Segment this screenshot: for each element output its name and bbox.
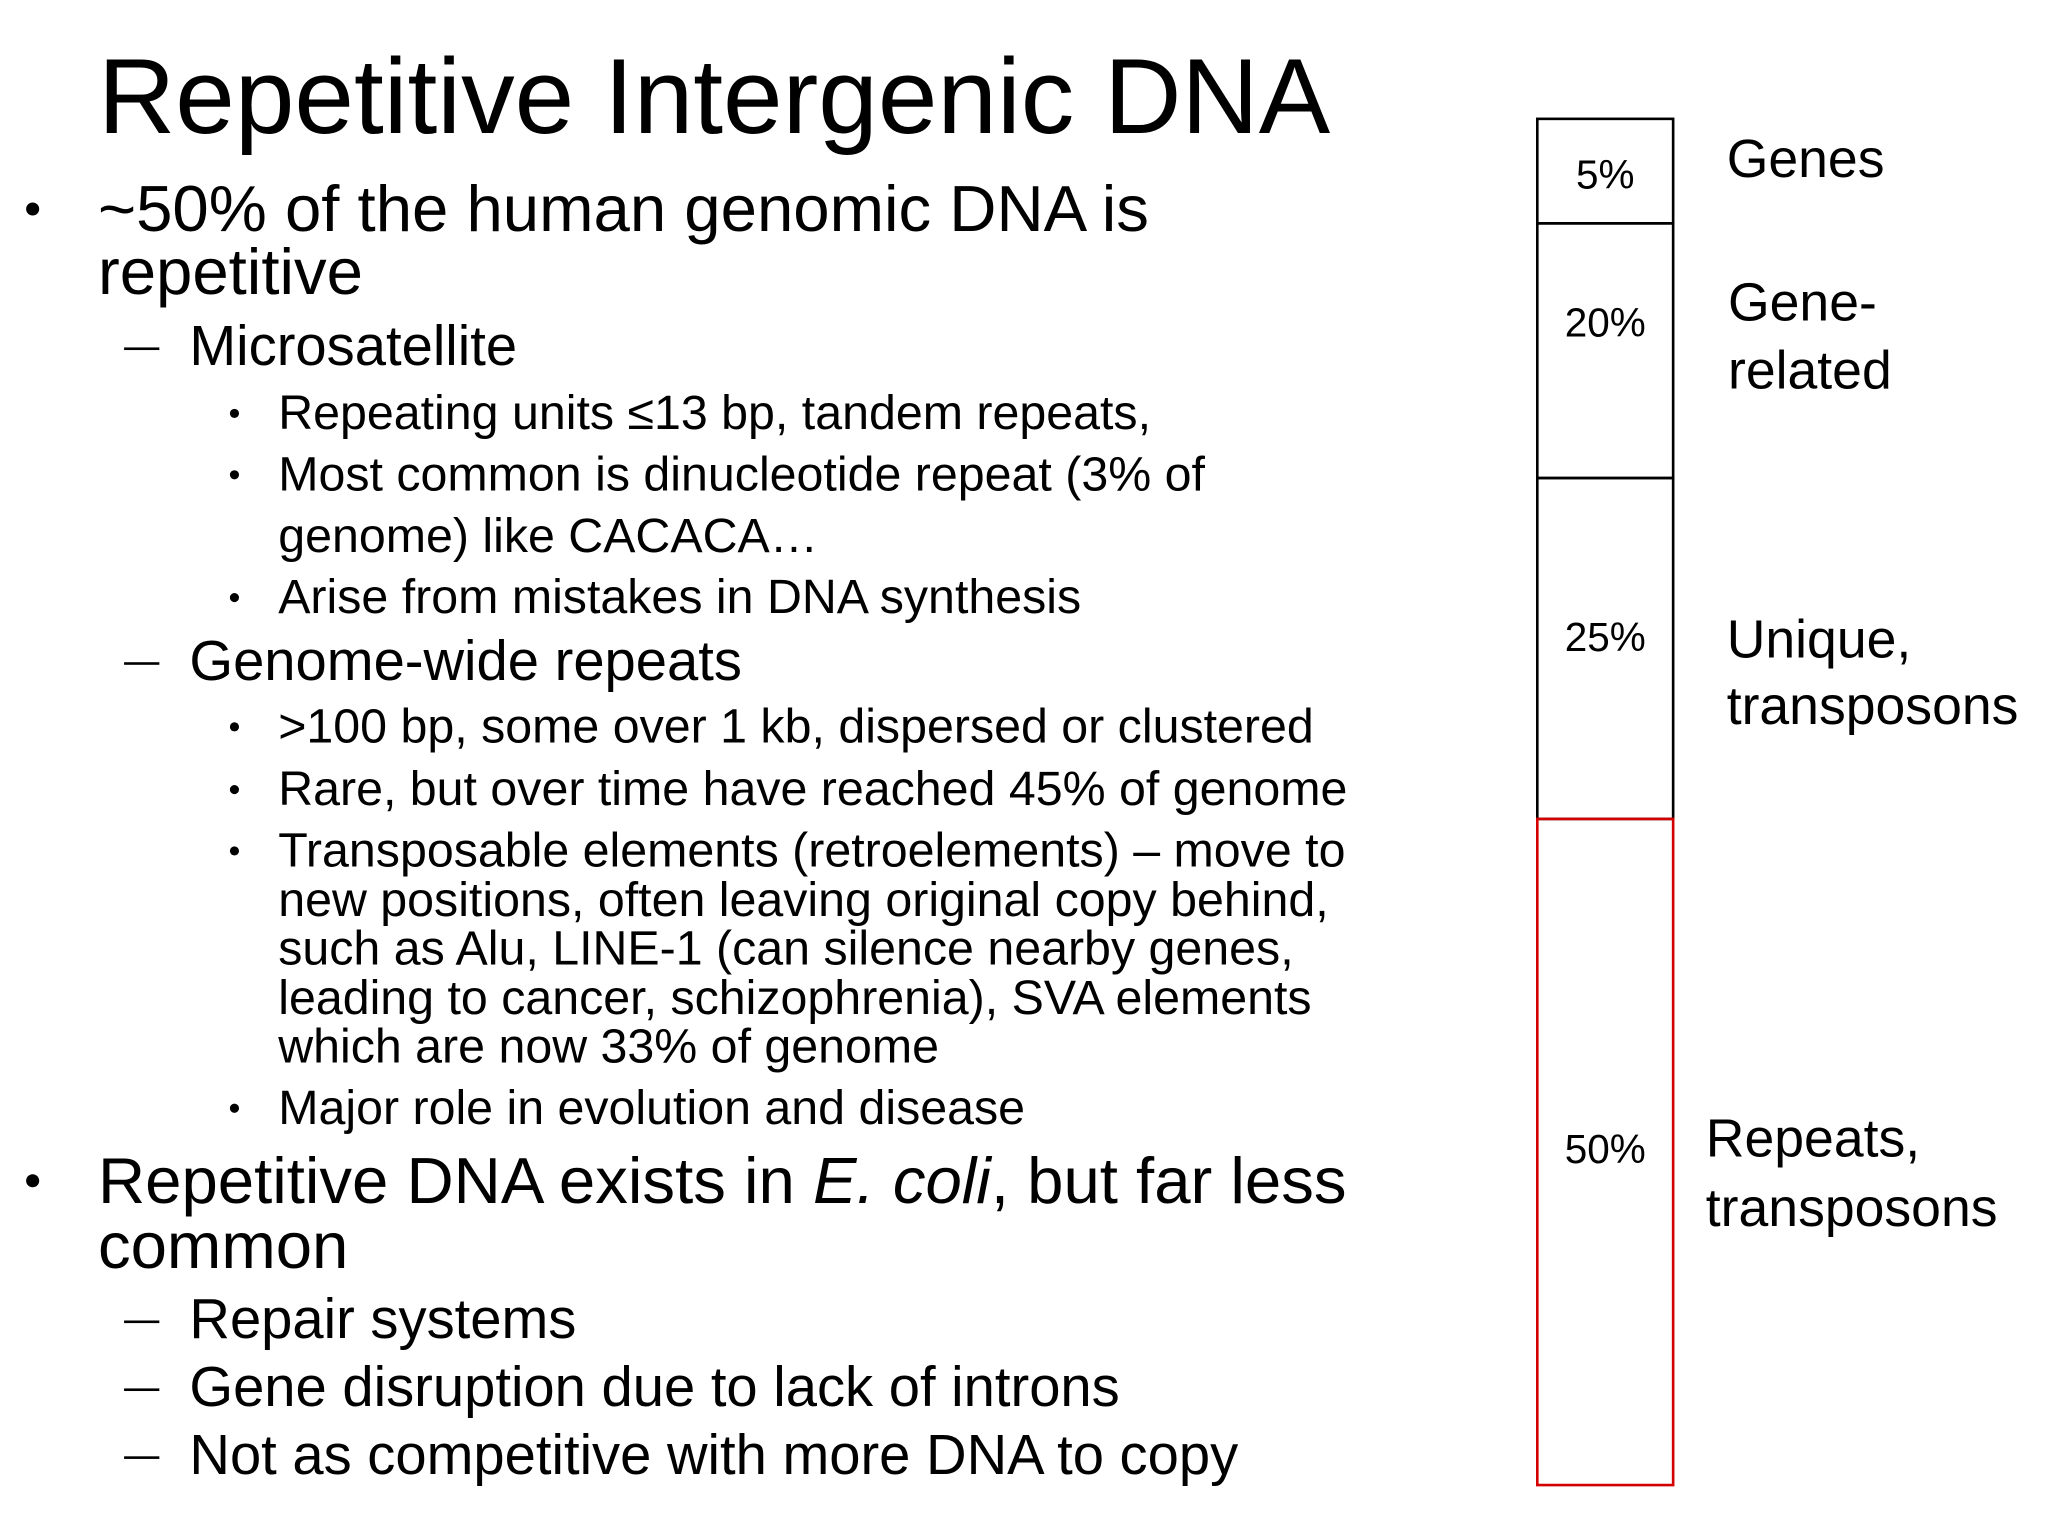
segment-name: transposons (1726, 675, 2019, 736)
dash-marker (124, 1320, 160, 1324)
bullet-marker (229, 592, 240, 603)
bullet-line: new positions, often leaving original co… (278, 873, 1329, 927)
bullet-marker (229, 784, 240, 795)
segment-box (1535, 222, 1675, 480)
bullet-marker (229, 470, 240, 480)
bullet-line: repetitive (97, 235, 363, 309)
bullet-line: Most common is dinucleotide repeat (3% o… (278, 447, 1205, 501)
segment-name: transposons (1705, 1177, 1998, 1238)
dash-marker (124, 662, 160, 665)
text-run: E. coli (812, 1144, 991, 1218)
bullet-line: Transposable elements (retroelements) – … (278, 823, 1346, 878)
bullet-marker (229, 722, 240, 732)
bullet-marker (26, 1174, 40, 1188)
bullet-line: Microsatellite (189, 315, 518, 379)
text-run: Repetitive DNA exists in (97, 1144, 813, 1218)
bullet-marker (229, 846, 240, 856)
bullet-line: Repeating units ≤13 bp, tandem repeats, (278, 385, 1152, 440)
percent-label: 25% (1564, 614, 1646, 661)
bullet-line: Repair systems (189, 1288, 577, 1352)
segment-name: related (1727, 340, 1892, 401)
dash-marker (124, 1456, 160, 1459)
bullet-line: Genome-wide repeats (189, 630, 742, 693)
segment-name: Gene- (1727, 272, 1877, 333)
bullet-line: which are now 33% of genome (278, 1019, 940, 1073)
bullet-line: Repetitive DNA exists in E. coli, but fa… (98, 1148, 1347, 1213)
segment-name: Genes (1726, 128, 1885, 189)
bullet-line: leading to cancer, schizophrenia), SVA e… (278, 971, 1312, 1025)
bullet-marker (229, 1103, 240, 1113)
slide-title: Repetitive Intergenic DNA (97, 37, 1331, 157)
bullet-marker (229, 408, 240, 418)
segment-name: Unique, (1726, 609, 1912, 670)
bullet-line: genome) like CACACA… (278, 508, 819, 563)
dash-marker (124, 1388, 160, 1392)
segment-box (1535, 817, 1675, 1487)
segment-name: Repeats, (1705, 1108, 1921, 1169)
text-run: , but far less (990, 1144, 1347, 1218)
bullet-line: such as Alu, LINE-1 (can silence nearby … (278, 921, 1294, 976)
bullet-line: Major role in evolution and disease (278, 1080, 1026, 1135)
bullet-line: Rare, but over time have reached 45% of … (278, 762, 1348, 816)
bullet-line: ~50% of the human genomic DNA is (97, 172, 1149, 246)
percent-label: 50% (1564, 1126, 1646, 1173)
bullet-line: >100 bp, some over 1 kb, dispersed or cl… (278, 699, 1314, 753)
bullet-line: Not as competitive with more DNA to copy (189, 1424, 1239, 1488)
bullet-marker (26, 202, 40, 216)
percent-label: 20% (1564, 299, 1646, 346)
bullet-line: Gene disruption due to lack of introns (189, 1356, 1120, 1420)
percent-label: 5% (1575, 152, 1635, 198)
bullet-line: Arise from mistakes in DNA synthesis (278, 570, 1082, 624)
bullet-line: common (97, 1209, 349, 1283)
dash-marker (124, 347, 160, 351)
